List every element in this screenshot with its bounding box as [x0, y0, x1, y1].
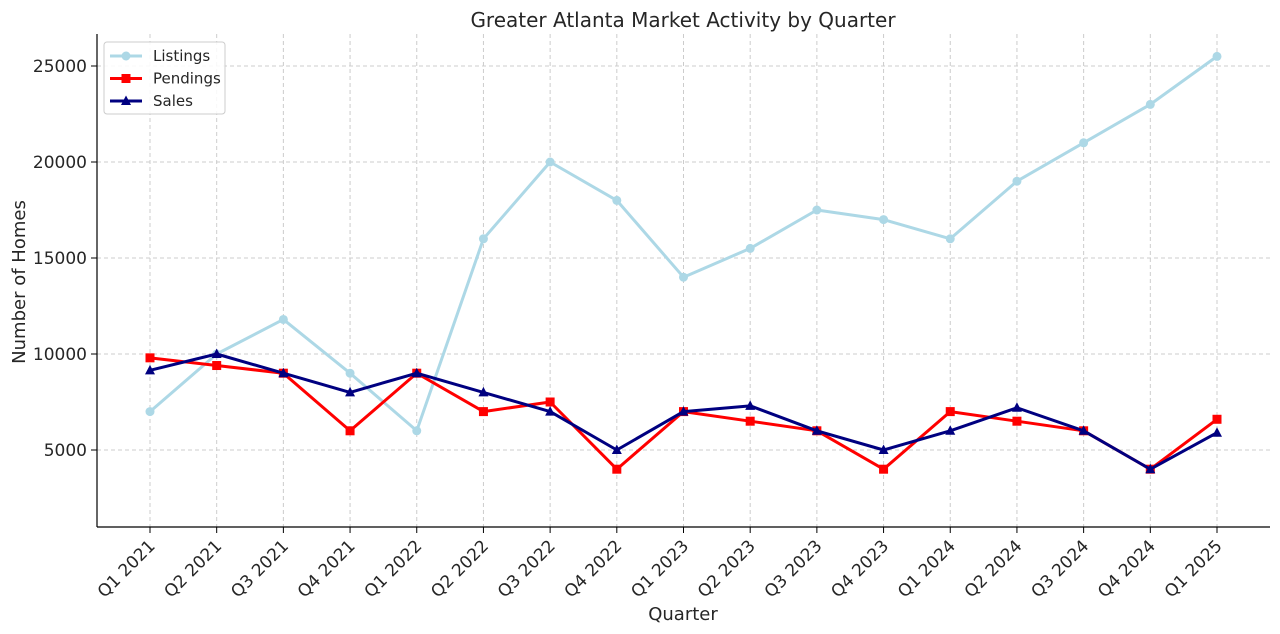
x-axis-label: Quarter	[648, 604, 718, 625]
listings-point	[612, 195, 622, 205]
legend-marker	[121, 51, 131, 61]
x-tick-label: Q3 2023	[761, 536, 827, 602]
y-tick-label: 20000	[33, 153, 87, 173]
sales-point	[411, 367, 422, 378]
legend-item-sales: Sales	[110, 92, 193, 110]
x-tick-label: Q1 2025	[1161, 536, 1227, 602]
x-tick-label: Q4 2021	[294, 536, 360, 602]
pendings-point	[145, 353, 155, 363]
sales-point	[611, 444, 622, 454]
pendings-point	[745, 416, 755, 426]
x-tick-label: Q2 2022	[427, 536, 493, 602]
listings-point	[679, 272, 688, 282]
listings-point	[545, 157, 555, 167]
legend-marker	[121, 95, 131, 105]
sales-point	[1078, 425, 1089, 435]
legend-label: Listings	[153, 47, 210, 65]
x-tick-label: Q4 2022	[561, 536, 627, 602]
sales-point	[745, 400, 756, 410]
listings-point	[745, 243, 755, 253]
sales-point	[811, 425, 822, 435]
x-tick-label: Q3 2021	[227, 536, 293, 602]
y-tick-label: 10000	[33, 345, 87, 365]
x-tick-label: Q1 2024	[894, 536, 960, 602]
chart-title: Greater Atlanta Market Activity by Quart…	[470, 8, 896, 32]
grid	[97, 34, 1270, 527]
pendings-point	[212, 361, 222, 371]
sales-point	[1212, 427, 1222, 437]
x-tick-label: Q4 2023	[827, 536, 893, 602]
pendings-point	[879, 464, 889, 474]
sales-point	[478, 386, 489, 397]
listings-point	[1012, 176, 1022, 186]
y-axis-label: Number of Homes	[9, 200, 30, 364]
y-tick-label: 25000	[33, 57, 87, 77]
series-listings	[145, 51, 1222, 436]
sales-point	[1011, 402, 1022, 412]
x-tick-label: Q1 2022	[361, 536, 427, 602]
pendings-point	[345, 426, 355, 436]
legend-marker	[121, 74, 131, 83]
x-tick-label: Q2 2024	[961, 536, 1027, 602]
x-tick-label: Q2 2021	[161, 536, 227, 602]
sales-point	[878, 444, 889, 454]
legend: Listings Pendings Sales	[103, 41, 226, 115]
sales-point	[678, 406, 689, 416]
pendings-point	[1212, 414, 1222, 424]
listings-point	[412, 426, 422, 436]
pendings-point	[478, 407, 488, 417]
listings-point	[879, 215, 889, 225]
legend-label: Pendings	[153, 70, 221, 88]
listings-point	[1079, 138, 1089, 148]
sales-point	[145, 364, 155, 375]
listings-point	[278, 314, 288, 324]
sales-point	[345, 386, 356, 397]
pendings-point	[945, 407, 955, 417]
listings-point	[1212, 51, 1222, 61]
x-ticks: Q1 2021 Q2 2021 Q3 2021 Q4 2021 Q1 2022 Q2 20…	[94, 527, 1227, 602]
x-tick-label: Q1 2021	[94, 536, 160, 602]
pendings-point	[545, 397, 555, 407]
y-ticks: 5000 10000 15000 20000 25000	[33, 57, 97, 461]
sales-point	[1145, 463, 1156, 474]
sales-point	[545, 406, 556, 416]
listings-point	[812, 205, 822, 215]
sales-point	[211, 348, 222, 358]
pendings-point	[612, 464, 622, 474]
series	[145, 51, 1222, 474]
listings-point	[478, 234, 488, 244]
legend-item-listings: Listings	[110, 47, 210, 65]
listings-point	[345, 368, 355, 378]
x-tick-label: Q4 2024	[1094, 536, 1160, 602]
pendings-point	[1012, 416, 1022, 426]
x-tick-label: Q2 2023	[694, 536, 760, 602]
x-tick-label: Q3 2022	[494, 536, 560, 602]
x-tick-label: Q3 2024	[1027, 536, 1093, 602]
legend-box	[103, 41, 226, 115]
y-tick-label: 5000	[44, 441, 87, 461]
listings-point	[1145, 99, 1155, 109]
listings-point	[145, 407, 155, 417]
legend-label: Sales	[153, 92, 193, 110]
sales-point	[945, 425, 956, 435]
listings-point	[945, 234, 955, 244]
legend-item-pendings: Pendings	[110, 70, 221, 88]
x-tick-label: Q1 2023	[627, 536, 693, 602]
y-tick-label: 15000	[33, 249, 87, 269]
series-sales	[145, 348, 1222, 474]
sales-point	[278, 367, 289, 378]
